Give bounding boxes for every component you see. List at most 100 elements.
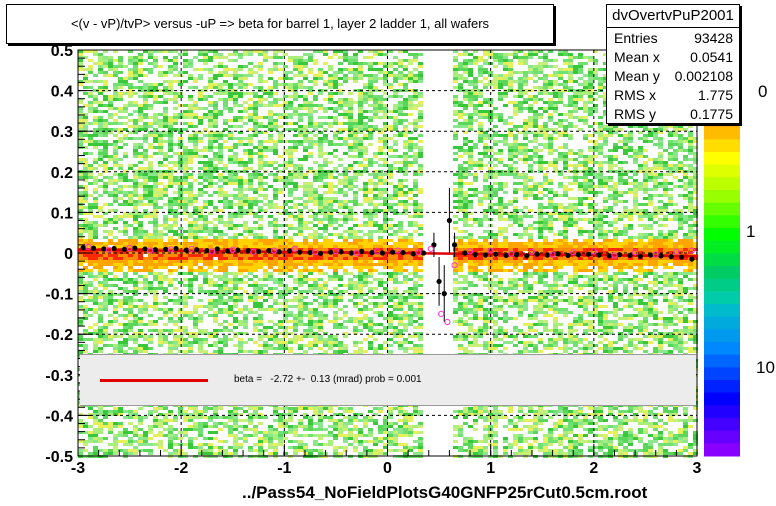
heatmap-cell bbox=[623, 227, 628, 230]
heatmap-cell bbox=[208, 140, 213, 143]
heatmap-cell bbox=[633, 206, 638, 209]
heatmap-cell bbox=[638, 170, 643, 173]
heatmap-cell bbox=[248, 50, 253, 53]
heatmap-cell bbox=[258, 101, 263, 104]
heatmap-cell bbox=[638, 164, 643, 167]
heatmap-cell bbox=[553, 203, 558, 206]
heatmap-cell bbox=[133, 68, 138, 71]
heatmap-cell bbox=[358, 116, 363, 119]
heatmap-cell bbox=[158, 65, 163, 68]
heatmap-cell bbox=[393, 77, 398, 80]
heatmap-cell bbox=[403, 203, 408, 206]
heatmap-cell bbox=[218, 248, 223, 251]
heatmap-cell bbox=[393, 107, 398, 110]
heatmap-cell bbox=[223, 182, 228, 185]
heatmap-cell bbox=[338, 56, 343, 59]
heatmap-cell bbox=[613, 170, 618, 173]
heatmap-cell bbox=[523, 77, 528, 80]
heatmap-cell bbox=[513, 110, 518, 113]
heatmap-cell bbox=[343, 239, 348, 242]
heatmap-cell bbox=[138, 200, 143, 203]
heatmap-cell bbox=[553, 92, 558, 95]
heatmap-cell bbox=[578, 182, 583, 185]
heatmap-cell bbox=[163, 164, 168, 167]
heatmap-cell bbox=[298, 80, 303, 83]
heatmap-cell bbox=[118, 218, 123, 221]
heatmap-cell bbox=[163, 176, 168, 179]
heatmap-cell bbox=[108, 167, 113, 170]
heatmap-cell bbox=[613, 245, 618, 248]
heatmap-cell bbox=[123, 179, 128, 182]
heatmap-cell bbox=[403, 170, 408, 173]
heatmap-cell bbox=[363, 185, 368, 188]
heatmap-cell bbox=[78, 233, 83, 236]
heatmap-cell bbox=[553, 161, 558, 164]
heatmap-cell bbox=[408, 221, 413, 224]
heatmap-cell bbox=[118, 173, 123, 176]
heatmap-cell bbox=[523, 173, 528, 176]
heatmap-cell bbox=[153, 218, 158, 221]
heatmap-cell bbox=[228, 95, 233, 98]
heatmap-cell bbox=[308, 185, 313, 188]
heatmap-cell bbox=[338, 128, 343, 131]
heatmap-cell bbox=[283, 128, 288, 131]
heatmap-cell bbox=[403, 92, 408, 95]
heatmap-cell bbox=[283, 95, 288, 98]
heatmap-cell bbox=[173, 95, 178, 98]
heatmap-cell bbox=[288, 197, 293, 200]
heatmap-cell bbox=[358, 149, 363, 152]
heatmap-cell bbox=[318, 236, 323, 239]
heatmap-cell bbox=[463, 62, 468, 65]
heatmap-cell bbox=[308, 137, 313, 140]
heatmap-cell bbox=[93, 122, 98, 125]
heatmap-cell bbox=[338, 179, 343, 182]
heatmap-cell bbox=[463, 224, 468, 227]
heatmap-cell bbox=[298, 245, 303, 248]
heatmap-cell bbox=[288, 104, 293, 107]
heatmap-cell bbox=[208, 71, 213, 74]
heatmap-cell bbox=[133, 182, 138, 185]
heatmap-cell bbox=[318, 200, 323, 203]
heatmap-cell bbox=[518, 173, 523, 176]
heatmap-cell bbox=[538, 230, 543, 233]
heatmap-cell bbox=[378, 77, 383, 80]
heatmap-cell bbox=[483, 149, 488, 152]
heatmap-cell bbox=[508, 245, 513, 248]
heatmap-cell bbox=[543, 56, 548, 59]
heatmap-cell bbox=[323, 110, 328, 113]
heatmap-cell bbox=[133, 128, 138, 131]
heatmap-cell bbox=[318, 116, 323, 119]
heatmap-cell bbox=[398, 89, 403, 92]
heatmap-cell bbox=[98, 56, 103, 59]
heatmap-cell bbox=[488, 197, 493, 200]
heatmap-cell bbox=[248, 92, 253, 95]
heatmap-cell bbox=[493, 203, 498, 206]
heatmap-cell bbox=[568, 53, 573, 56]
heatmap-cell bbox=[213, 86, 218, 89]
heatmap-cell bbox=[358, 188, 363, 191]
heatmap-cell bbox=[538, 116, 543, 119]
heatmap-cell bbox=[113, 140, 118, 143]
heatmap-cell bbox=[513, 104, 518, 107]
heatmap-cell bbox=[588, 173, 593, 176]
heatmap-cell bbox=[198, 239, 203, 242]
heatmap-cell bbox=[403, 212, 408, 215]
heatmap-cell bbox=[463, 236, 468, 239]
heatmap-cell bbox=[213, 101, 218, 104]
heatmap-cell bbox=[238, 182, 243, 185]
heatmap-cell bbox=[248, 227, 253, 230]
heatmap-cell bbox=[193, 56, 198, 59]
heatmap-cell bbox=[578, 62, 583, 65]
heatmap-cell bbox=[338, 113, 343, 116]
heatmap-cell bbox=[273, 119, 278, 122]
heatmap-cell bbox=[673, 197, 678, 200]
heatmap-cell bbox=[478, 203, 483, 206]
heatmap-cell bbox=[288, 224, 293, 227]
heatmap-cell bbox=[108, 95, 113, 98]
heatmap-cell bbox=[668, 188, 673, 191]
heatmap-cell bbox=[418, 209, 423, 212]
heatmap-cell bbox=[643, 176, 648, 179]
heatmap-cell bbox=[183, 155, 188, 158]
heatmap-cell bbox=[308, 89, 313, 92]
heatmap-cell bbox=[133, 149, 138, 152]
